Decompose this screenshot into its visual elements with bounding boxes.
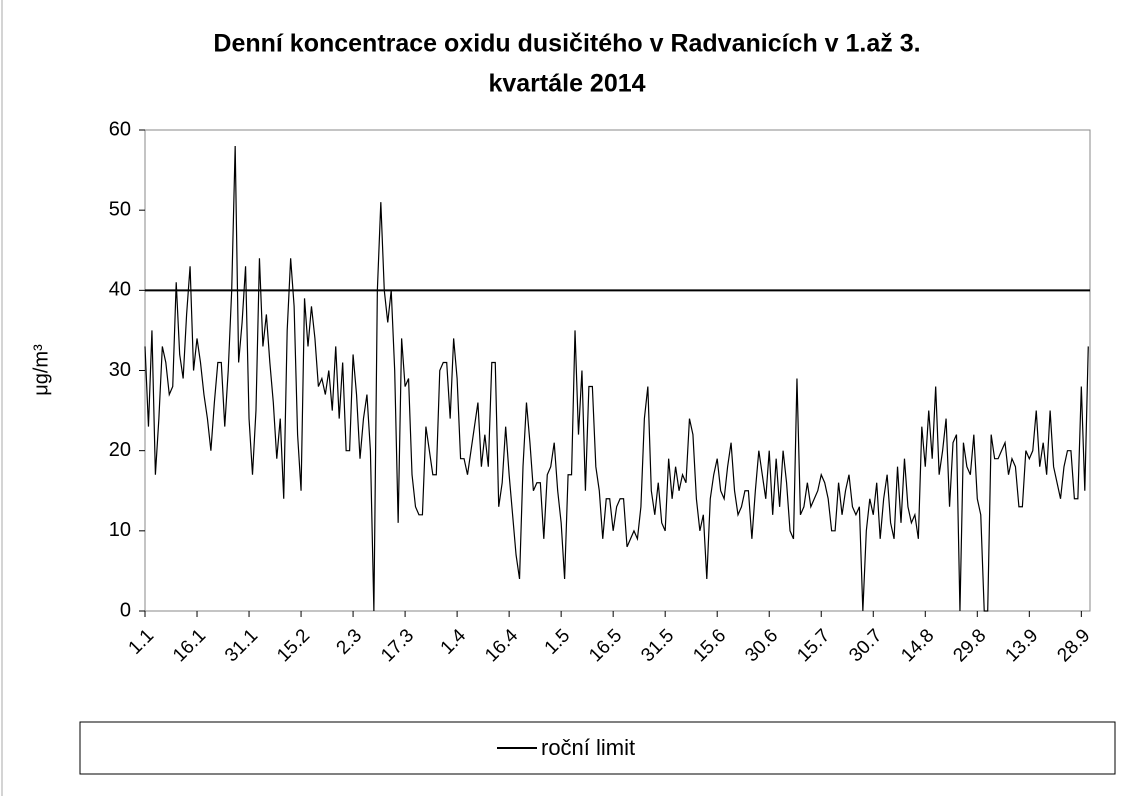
y-tick-label: 60 [109,118,131,140]
chart-title: kvartále 2014 [488,70,645,98]
x-tick-label: 17.3 [377,625,418,666]
x-tick-label: 30.7 [845,625,886,666]
y-axis-label: μg/m³ [30,344,52,396]
x-tick-label: 29.8 [949,625,990,666]
y-tick-label: 30 [109,359,131,381]
data-line [144,146,1089,612]
x-tick-label: 13.9 [1001,625,1042,666]
x-tick-label: 30.6 [741,625,782,666]
y-tick-label: 0 [120,599,131,621]
x-tick-label: 1.1 [125,625,159,659]
legend-label: roční limit [541,735,635,760]
x-tick-label: 1.5 [541,625,575,659]
x-tick-label: 15.7 [793,625,834,666]
x-tick-label: 16.1 [169,625,210,666]
x-tick-label: 31.5 [637,625,678,666]
x-tick-label: 28.9 [1053,625,1094,666]
x-tick-label: 31.1 [221,625,262,666]
chart-title: Denní koncentrace oxidu dusičitého v Rad… [213,30,920,58]
y-tick-label: 50 [109,198,131,220]
x-tick-label: 15.2 [273,625,314,666]
legend [79,721,1116,775]
x-tick-label: 1.4 [437,625,471,659]
y-tick-label: 40 [109,279,131,301]
x-tick-label: 2.3 [333,625,367,659]
x-tick-label: 14.8 [897,625,938,666]
y-tick-label: 10 [109,519,131,541]
y-tick-label: 20 [109,439,131,461]
x-tick-label: 16.5 [585,625,626,666]
x-tick-label: 16.4 [481,625,522,666]
x-tick-label: 15.6 [689,625,730,666]
